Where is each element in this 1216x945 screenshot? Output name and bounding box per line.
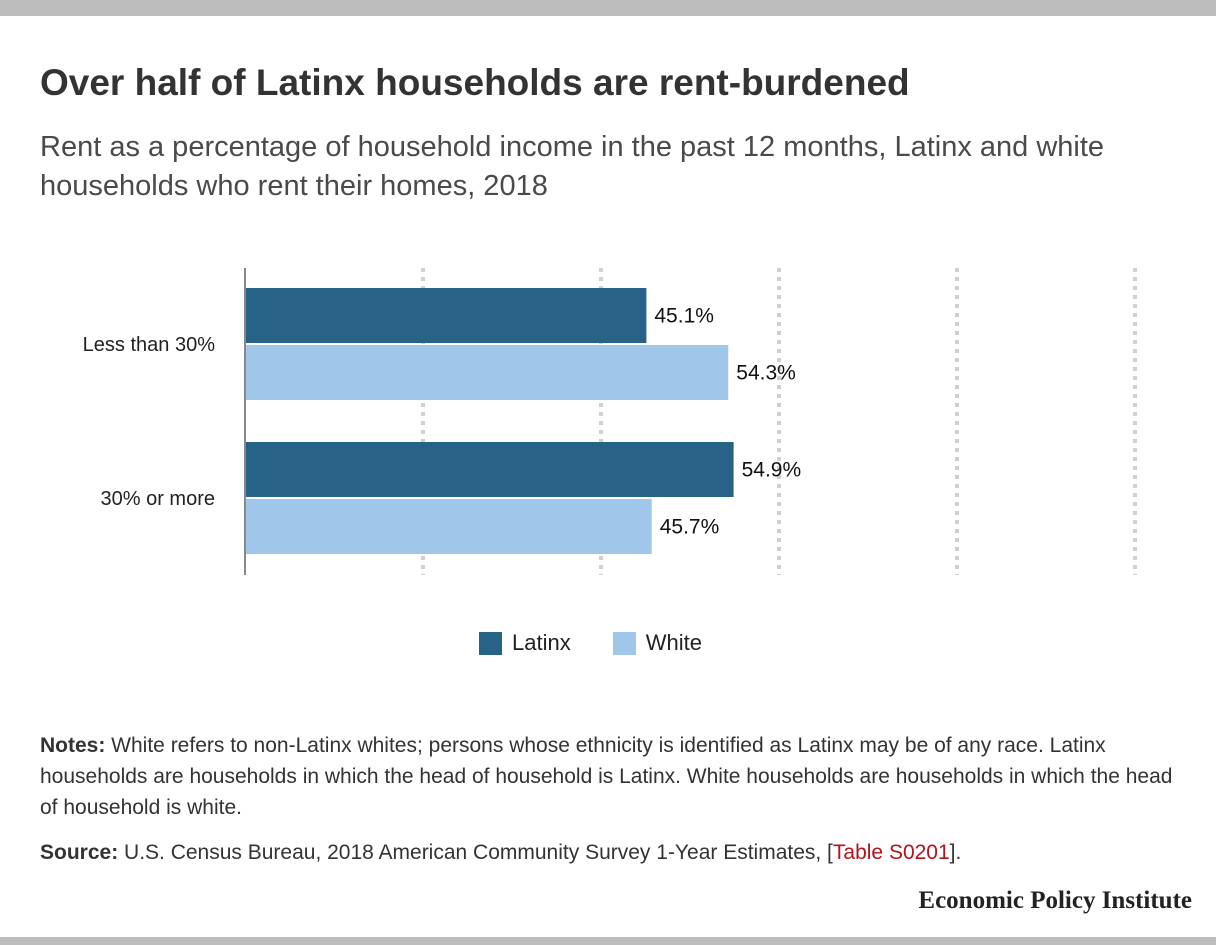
- legend-swatch-white: [612, 631, 636, 655]
- bar-latinx: [245, 442, 734, 497]
- bottom-rule: [0, 937, 1216, 945]
- legend-label-white: White: [645, 630, 702, 655]
- top-rule: [0, 0, 1216, 16]
- legend: Latinx White: [479, 630, 744, 656]
- notes: Notes: White refers to non-Latinx whites…: [40, 730, 1180, 823]
- bar-chart: 45.1% 54.3% 54.9% 45.7% Less than 30% 30% or…: [83, 268, 1137, 575]
- category-label: 30% or more: [101, 488, 216, 510]
- source-link[interactable]: Table S0201: [832, 841, 950, 864]
- bar-white: [245, 499, 652, 554]
- data-label: 54.3%: [736, 362, 796, 385]
- bar-latinx: [245, 288, 647, 343]
- data-label: 45.7%: [660, 516, 720, 539]
- category-labels: Less than 30% 30% or more: [83, 334, 216, 510]
- source-text: U.S. Census Bureau, 2018 American Commun…: [118, 841, 833, 864]
- bar-white: [245, 345, 729, 400]
- data-label: 54.9%: [742, 459, 802, 482]
- source-after: ].: [949, 841, 962, 864]
- data-label: 45.1%: [654, 305, 714, 328]
- brand-logo-text: Economic Policy Institute: [918, 887, 1192, 914]
- legend-item-latinx: Latinx: [479, 630, 571, 656]
- bars: 45.1% 54.3% 54.9% 45.7%: [245, 288, 801, 554]
- category-label: Less than 30%: [83, 334, 216, 356]
- source: Source: U.S. Census Bureau, 2018 America…: [40, 837, 1190, 868]
- notes-text: White refers to non-Latinx whites; perso…: [40, 734, 1173, 819]
- notes-label: Notes:: [40, 734, 106, 757]
- chart-subtitle: Rent as a percentage of household income…: [40, 131, 1105, 202]
- chart-title: Over half of Latinx households are rent-…: [40, 62, 910, 103]
- legend-swatch-latinx: [479, 631, 502, 655]
- legend-item-white: White: [612, 630, 702, 656]
- source-label: Source:: [40, 841, 119, 864]
- legend-label-latinx: Latinx: [512, 630, 571, 655]
